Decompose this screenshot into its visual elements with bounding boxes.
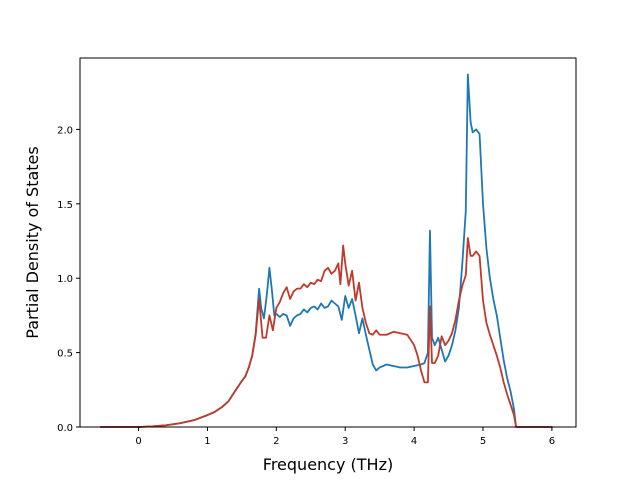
y-axis-label: Partial Density of States [23,146,42,338]
y-tick-label: 0.0 [57,423,73,434]
x-tick-label: 6 [549,436,555,447]
plot-series-group [99,73,553,428]
x-tick-label: 5 [480,436,486,447]
x-axis-label: Frequency (THz) [263,455,393,474]
y-tick-label: 0.5 [57,349,73,360]
x-tick-label: 0 [135,436,141,447]
series-line-2 [99,237,553,428]
y-tick-label: 2.0 [57,125,73,136]
x-tick-label: 4 [411,436,417,447]
y-tick-label: 1.5 [57,200,73,211]
y-tick-label: 1.0 [57,274,73,285]
x-tick-label: 3 [342,436,348,447]
y-axis: 0.0 0.5 1.0 1.5 2.0 [57,125,80,434]
x-tick-label: 1 [204,436,210,447]
plot-frame [79,57,577,428]
x-tick-label: 2 [273,436,279,447]
x-axis: 0 1 2 3 4 5 6 [135,427,555,447]
